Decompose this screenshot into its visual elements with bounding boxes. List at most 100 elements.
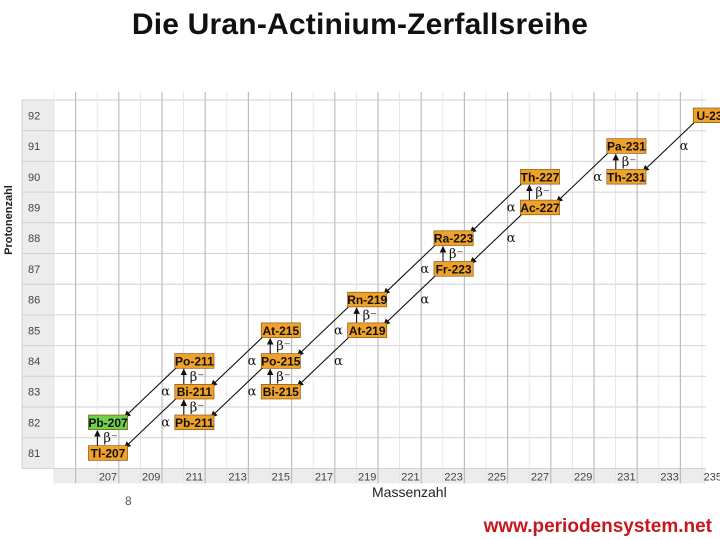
decay-arrow-line xyxy=(383,243,438,295)
y-tick-label: 91 xyxy=(28,141,40,153)
alpha-decay-arrow: α xyxy=(210,365,265,418)
nuclide-box xyxy=(520,199,560,216)
decay-arrow-line xyxy=(124,396,179,449)
nuclide-at-215: At-215 xyxy=(260,322,301,338)
y-tick-label: 82 xyxy=(28,417,40,429)
alpha-symbol: α xyxy=(507,231,516,246)
y-tick-label: 85 xyxy=(28,325,40,337)
decay-arrow-line xyxy=(642,120,697,172)
nuclide-label: Tl-207 xyxy=(91,447,126,461)
nuclide-ac-227: Ac-227 xyxy=(520,199,560,216)
nuclide-label: Po-215 xyxy=(261,354,301,368)
website-footer: www.periodensystem.net xyxy=(483,516,712,537)
beta-symbol: β⁻ xyxy=(449,247,463,262)
beta-decay-arrow: β⁻ xyxy=(612,153,636,170)
y-tick-label: 86 xyxy=(28,295,40,307)
nuclide-box xyxy=(520,169,560,185)
nuclide-box xyxy=(433,230,474,246)
nuclide-box xyxy=(260,383,301,400)
decay-arrow-line xyxy=(383,273,438,326)
nuclide-fr-223: Fr-223 xyxy=(433,261,474,277)
nuclide-ra-223: Ra-223 xyxy=(433,230,474,246)
nuclide-label: Pb-207 xyxy=(88,416,128,430)
beta-decay-arrow: β⁻ xyxy=(180,399,204,416)
alpha-symbol: α xyxy=(161,385,170,400)
alpha-symbol: α xyxy=(161,415,170,430)
nuclide-at-219: At-219 xyxy=(347,322,388,338)
nuclide-label: Pa-231 xyxy=(607,140,646,154)
x-tick-label: 221 xyxy=(401,471,419,483)
nuclide-box xyxy=(433,261,474,277)
beta-decay-arrow: β⁻ xyxy=(439,245,463,262)
alpha-symbol: α xyxy=(593,170,602,185)
y-axis-label: Protonenzahl xyxy=(3,185,15,255)
nuclide-th-227: Th-227 xyxy=(520,169,560,185)
x-tick-band xyxy=(54,468,706,484)
nuclide-box xyxy=(88,414,128,430)
nuclide-label: Bi-215 xyxy=(263,385,299,399)
x-tick-label: 225 xyxy=(488,471,506,483)
alpha-decay-arrow: α xyxy=(296,335,351,387)
decay-arrow-line xyxy=(296,304,351,357)
beta-symbol: β⁻ xyxy=(535,186,549,201)
y-tick-label: 89 xyxy=(28,202,40,214)
nuclide-bi-215: Bi-215 xyxy=(260,383,301,400)
x-tick-label: 217 xyxy=(315,471,333,483)
nuclide-box xyxy=(606,138,647,154)
x-tick-label: 211 xyxy=(186,471,204,483)
decay-arrow-line xyxy=(210,335,265,387)
nuclide-label: Po-211 xyxy=(175,354,214,368)
nuclide-label: At-219 xyxy=(349,324,386,338)
beta-symbol: β⁻ xyxy=(190,401,204,416)
alpha-symbol: α xyxy=(334,323,343,338)
nuclide-label: Th-231 xyxy=(607,170,646,184)
nuclide-th-231: Th-231 xyxy=(606,169,647,185)
beta-symbol: β⁻ xyxy=(622,155,636,170)
alpha-decay-arrow: α xyxy=(642,120,697,172)
alpha-symbol: α xyxy=(248,385,257,400)
x-tick-label: 219 xyxy=(358,471,376,483)
nuclide-pb-211: Pb-211 xyxy=(174,414,215,430)
beta-decay-arrow: β⁻ xyxy=(94,430,118,446)
y-tick-label: 81 xyxy=(28,448,40,460)
beta-decay-arrow: β⁻ xyxy=(266,337,291,354)
x-axis-label: Massenzahl xyxy=(372,484,447,500)
x-tick-label: 227 xyxy=(531,471,549,483)
nuclide-label: Rn-219 xyxy=(347,293,387,307)
page-title: Die Uran-Actinium-Zerfallsreihe xyxy=(131,8,589,41)
nuclide-box xyxy=(606,169,647,185)
nuclide-label: Fr-223 xyxy=(436,262,472,276)
nuclide-label: Ac-227 xyxy=(520,201,560,215)
nuclide-label: Bi-211 xyxy=(177,385,213,399)
nuclide-pa-231: Pa-231 xyxy=(606,138,647,154)
alpha-decay-arrow: α xyxy=(556,151,611,203)
nuclide-label: Pb-211 xyxy=(175,416,214,430)
y-tick-label: 87 xyxy=(28,264,40,276)
y-tick-label: 92 xyxy=(28,110,40,122)
y-tick-label: 90 xyxy=(28,172,40,184)
nuclide-tl-207: Tl-207 xyxy=(88,445,128,461)
nuclide-po-215: Po-215 xyxy=(260,353,301,369)
beta-symbol: β⁻ xyxy=(363,308,377,323)
alpha-decay-arrow: α xyxy=(469,212,524,264)
nuclide-bi-211: Bi-211 xyxy=(174,383,215,400)
x-tick-label: 229 xyxy=(574,471,592,483)
nuclide-box xyxy=(692,107,720,123)
alpha-decay-arrow: α xyxy=(383,243,438,295)
nuclide-box xyxy=(347,322,388,338)
beta-symbol: β⁻ xyxy=(276,339,290,354)
alpha-symbol: α xyxy=(334,354,343,369)
nuclide-label: U-235 xyxy=(696,109,720,123)
decay-arrow-line xyxy=(469,212,524,264)
slide-number: 8 xyxy=(125,494,132,508)
decay-arrow-line xyxy=(124,365,179,418)
nuclide-box xyxy=(88,445,128,461)
nuclide-box xyxy=(347,291,388,308)
beta-symbol: β⁻ xyxy=(190,370,204,385)
x-tick-label: 233 xyxy=(660,471,678,483)
alpha-symbol: α xyxy=(507,200,516,215)
x-tick-label: 207 xyxy=(99,471,117,483)
nuclide-box xyxy=(174,353,215,369)
y-tick-label: 88 xyxy=(28,233,40,245)
